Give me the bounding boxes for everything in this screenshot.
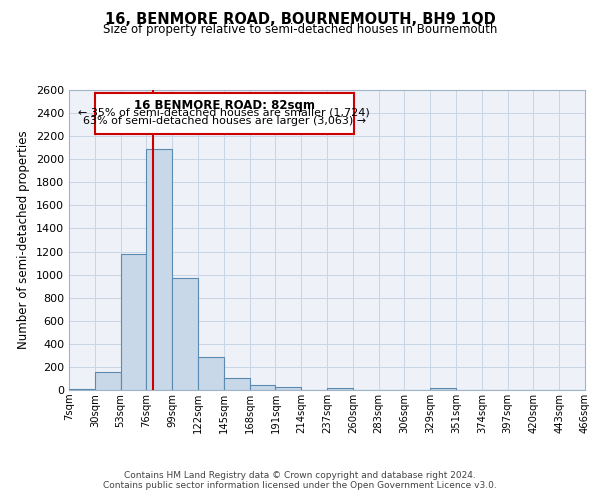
Bar (95, 372, 121, 390)
Bar (121, 254, 146, 390)
Bar (430, 388, 456, 390)
Bar (146, 149, 172, 390)
Bar (69, 389, 95, 390)
Bar (224, 378, 250, 390)
Text: 63% of semi-detached houses are larger (3,063) →: 63% of semi-detached houses are larger (… (83, 116, 366, 126)
Y-axis label: Number of semi-detached properties: Number of semi-detached properties (17, 130, 31, 350)
Bar (250, 385, 275, 390)
Bar (172, 278, 198, 390)
Text: Contains HM Land Registry data © Crown copyright and database right 2024.: Contains HM Land Registry data © Crown c… (124, 471, 476, 480)
Text: 16 BENMORE ROAD: 82sqm: 16 BENMORE ROAD: 82sqm (134, 98, 315, 112)
Text: ← 35% of semi-detached houses are smaller (1,724): ← 35% of semi-detached houses are smalle… (79, 108, 370, 118)
Text: Size of property relative to semi-detached houses in Bournemouth: Size of property relative to semi-detach… (103, 22, 497, 36)
Bar (275, 386, 301, 390)
Bar (198, 356, 224, 390)
Text: 16, BENMORE ROAD, BOURNEMOUTH, BH9 1QD: 16, BENMORE ROAD, BOURNEMOUTH, BH9 1QD (104, 12, 496, 28)
Text: Contains public sector information licensed under the Open Government Licence v3: Contains public sector information licen… (103, 481, 497, 490)
FancyBboxPatch shape (95, 93, 354, 134)
Bar (327, 388, 353, 390)
